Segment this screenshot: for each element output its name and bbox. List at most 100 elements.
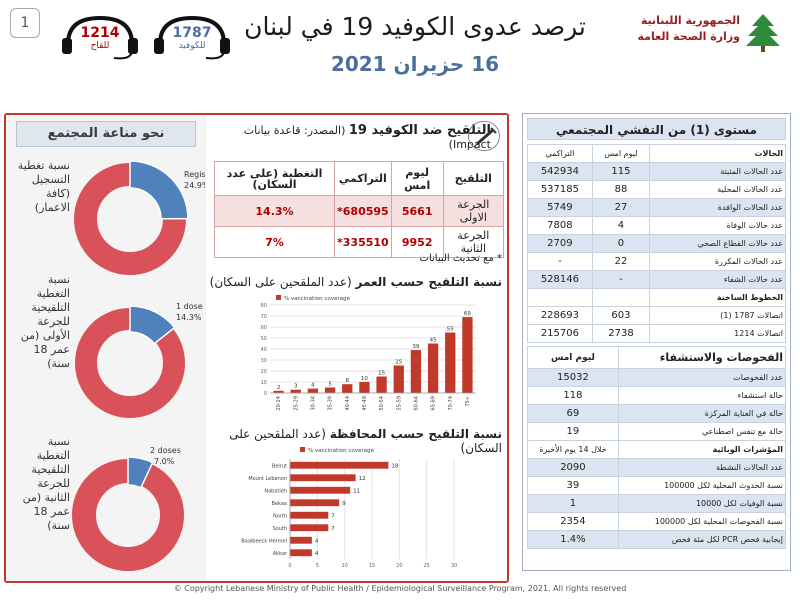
table-row: حالة في العناية المركزة 69 <box>527 404 787 423</box>
community-immunity-column: نحو مناعة المجتمع نسبة تغطية التسجيل (كا… <box>6 115 206 581</box>
gov-bar-value: 7 <box>331 513 335 519</box>
table-row: عدد حالات الوفاة 4 7808 <box>527 216 786 235</box>
donut-second-dose: 2 doses 7.0% <box>72 446 184 571</box>
gov-bar <box>290 511 329 519</box>
age-chart-subtitle: (عدد الملقحين على السكان) <box>209 275 352 289</box>
gov-bar-value: 4 <box>315 538 319 544</box>
age-bar-value: 25 <box>395 360 402 366</box>
tests-label: عدد الفحوصات <box>617 368 787 387</box>
age-bar <box>342 384 353 393</box>
age-bar <box>410 350 422 393</box>
gov-x-tick-label: 30 <box>451 563 457 569</box>
cases-yesterday: 115 <box>591 162 651 181</box>
table-row: عدد الحالات الوافدة 27 5749 <box>527 198 786 217</box>
age-category-label: 30-34 <box>310 396 316 411</box>
donut-value-label: 7.0% <box>154 457 175 466</box>
age-chart-title: نسبة التلقيح حسب العمر <box>355 275 503 289</box>
cases-label: عدد الحالات الوافدة <box>649 198 786 217</box>
dose-yesterday: 9952 <box>390 226 444 258</box>
table-row: نسبة الوفيات لكل 10000 1 <box>527 494 787 513</box>
indicator-value: 1.4% <box>527 530 619 549</box>
age-y-tick-label: 70 <box>261 314 267 320</box>
age-bar-value: 55 <box>447 327 454 333</box>
vaccination-table: التلقيح ليوم امس التراكمي التغطية (على ع… <box>214 161 505 258</box>
age-bar-chart: 0 10 20 30 40 50 60 70 80 % vaccination coverage 2… <box>261 295 476 411</box>
hotline-row-yesterday: 2738 <box>591 324 651 343</box>
header-coverage: التغطية (على عدد السكان) <box>214 161 335 196</box>
age-y-tick-label: 30 <box>261 358 267 364</box>
age-y-tick-label: 60 <box>261 325 267 331</box>
gov-x-tick-label: 20 <box>396 563 402 569</box>
indicator-label: نسبة الحدوث المحلية لكل 100000 <box>617 476 787 495</box>
cases-yesterday: 4 <box>591 216 651 235</box>
hotline-number: 1214 <box>80 25 120 41</box>
cases-table: الحالات ليوم امس التراكمي عدد الحالات ال… <box>527 144 786 343</box>
table-row: عدد حالات القطاع الصحي 0 2709 <box>527 234 786 253</box>
tests-value: 15032 <box>527 368 619 387</box>
report-date: 16 حزيران 2021 <box>330 52 500 76</box>
age-bar <box>324 387 336 393</box>
cedar-icon <box>746 14 780 52</box>
age-category-label: 25-29 <box>293 396 299 411</box>
age-bar-value: 15 <box>378 371 385 377</box>
table-row: اتصالات 1214 2738 215706 <box>527 324 786 343</box>
indicator-value: 1 <box>527 494 619 513</box>
tests-label: حالة استشفاء <box>617 386 787 405</box>
age-y-tick-label: 10 <box>261 380 267 386</box>
age-bar <box>393 365 404 393</box>
tests-value: 118 <box>527 386 619 405</box>
vaccination-title: التلقيح ضد الكوفيد 19 (المصدر: قاعدة بيا… <box>211 123 491 151</box>
table-row: الجرعة الثانية 9952 335510* 7% <box>214 226 505 258</box>
age-y-tick-label: 20 <box>261 369 267 375</box>
dose-cumulative: 335510* <box>334 226 392 258</box>
hotline-label: للكوفيد <box>178 41 206 51</box>
age-bar <box>427 343 439 393</box>
hotline-label: للقاح <box>90 41 110 51</box>
age-bar-value: 3 <box>294 384 298 390</box>
tests-value: 69 <box>527 404 619 423</box>
ministry-logo: الجمهورية اللبنانية وزارة الصحة العامة <box>618 10 788 56</box>
gov-bar-value: 18 <box>391 463 398 469</box>
table-row: إيجابية فحص PCR لكل مئة فحص 1.4% <box>527 530 787 549</box>
gov-bar <box>290 461 389 469</box>
vaccination-title-bold: التلقيح ضد الكوفيد 19 <box>348 123 491 138</box>
cases-label: عدد حالات القطاع الصحي <box>649 234 786 253</box>
age-bar <box>273 390 284 393</box>
gov-category-label: South <box>272 526 287 532</box>
tests-col-yesterday: ليوم امس <box>527 346 619 369</box>
tests-label: حالة مع تنفس اصطناعي <box>617 422 787 441</box>
age-category-label: 65-69 <box>431 396 437 411</box>
donut-value-label: 14.3% <box>176 313 202 322</box>
age-category-label: 75+ <box>465 396 471 407</box>
cases-label: عدد حالات الشفاء <box>649 270 786 289</box>
table-row: حالة استشفاء 118 <box>527 386 787 405</box>
gov-bar <box>290 524 329 532</box>
cases-yesterday: - <box>591 270 651 289</box>
table-row: اتصالات 1787 (1) 603 228693 <box>527 306 786 325</box>
donut-segment-label: 1 dose <box>176 302 203 311</box>
age-y-tick-label: 0 <box>264 391 267 397</box>
header-cumulative: التراكمي <box>334 161 392 196</box>
table-row: الجرعة الاولى 5661 680595* 14.3% <box>214 195 505 227</box>
hotline-row-cumulative: 228693 <box>527 306 593 325</box>
age-category-label: 55-59 <box>396 396 402 411</box>
table-row: عدد الحالات النشطة 2090 <box>527 458 787 477</box>
gov-category-label: Bekaa <box>272 501 287 507</box>
governorate-chart-heading: نسبة التلقيح حسب المحافظة (عدد الملقحين … <box>202 427 502 455</box>
hotline-number: 1787 <box>172 25 212 41</box>
governorate-bar-chart: % vaccination coverage 0 5 10 15 20 25 30 18 Beir… <box>241 447 457 569</box>
age-category-label: 45-49 <box>362 396 368 411</box>
header-yesterday: ليوم امس <box>390 161 444 196</box>
indicator-label: نسبة الوفيات لكل 10000 <box>617 494 787 513</box>
hotline-row-yesterday: 603 <box>591 306 651 325</box>
table-row: عدد الفحوصات 15032 <box>527 368 787 387</box>
update-note: * مع تحديث البيانات <box>419 253 502 264</box>
hotline-row-label: اتصالات 1214 <box>649 324 786 343</box>
dose-cumulative: 680595* <box>334 195 392 227</box>
donut-filled-segment <box>127 456 154 489</box>
donut-value-label: 24.9% <box>184 181 205 190</box>
age-category-label: 35-39 <box>328 396 334 411</box>
indicators-col: خلال 14 يوم الأخيرة <box>527 440 619 459</box>
age-bar-value: 4 <box>311 383 315 389</box>
gov-category-label: Baalbeeck Hermel <box>241 538 287 544</box>
